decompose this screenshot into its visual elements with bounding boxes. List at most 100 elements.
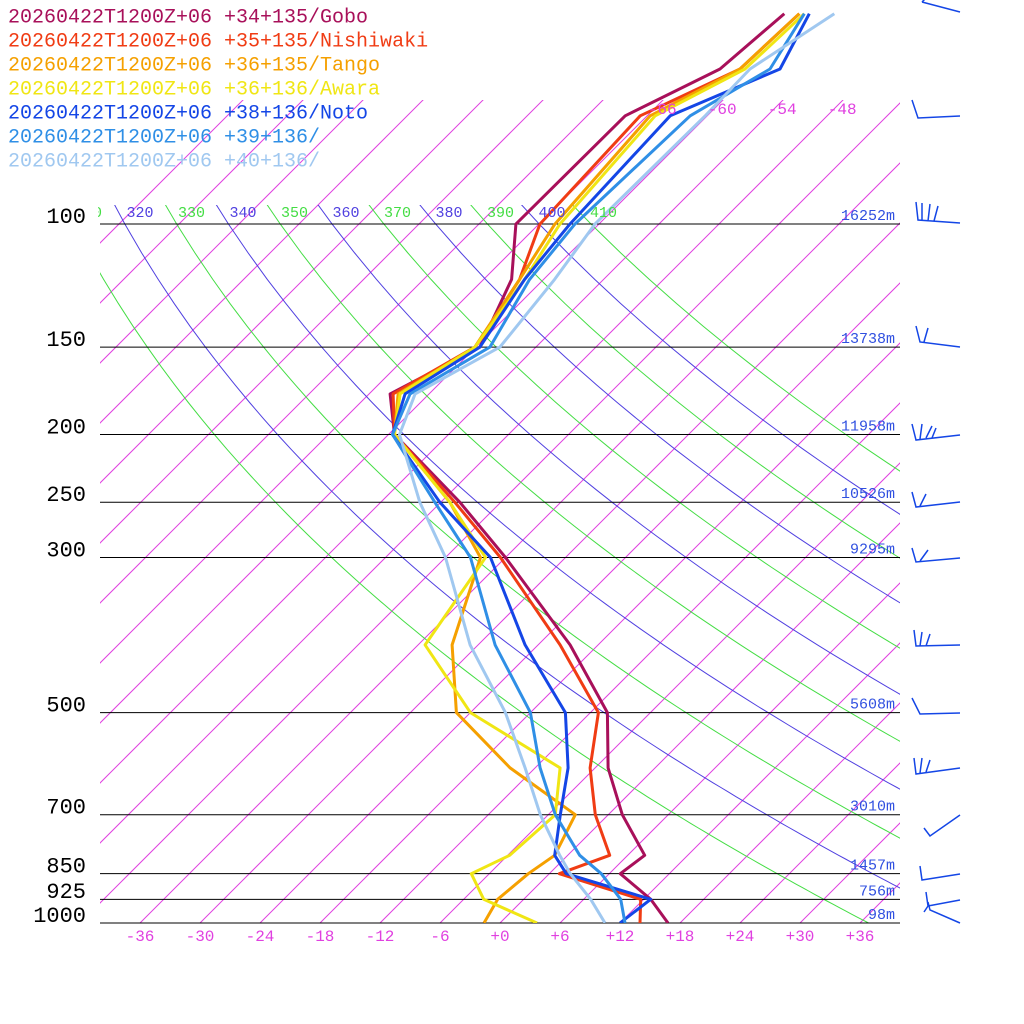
adiabat-label: 320 xyxy=(126,205,153,222)
height-label: 98m xyxy=(868,907,895,924)
barb xyxy=(913,757,961,775)
isotherm xyxy=(100,100,304,304)
dry-adiabat xyxy=(368,205,900,649)
barb xyxy=(911,547,961,563)
adiabat-label: 410 xyxy=(590,205,617,222)
y-tick-label: 850 xyxy=(46,854,86,879)
adiabat-labels: 310 320 330 340 350 360 370 380 390 400 410 xyxy=(75,205,617,222)
x-tick-label: -12 xyxy=(366,928,395,946)
y-tick-label: 1000 xyxy=(33,904,86,929)
profile-line xyxy=(393,12,801,923)
dry-adiabat xyxy=(266,205,900,742)
y-tick-label: 250 xyxy=(46,483,86,508)
barb xyxy=(923,891,961,913)
profiles xyxy=(388,12,836,923)
y-tick-label: 500 xyxy=(46,693,86,718)
x-tick-label: -18 xyxy=(306,928,335,946)
height-label: 13738m xyxy=(841,331,895,348)
barb xyxy=(921,0,961,13)
height-label: 3010m xyxy=(850,799,895,816)
height-label: 5608m xyxy=(850,697,895,714)
isotherm xyxy=(199,222,900,923)
barb xyxy=(911,491,961,508)
isotherm xyxy=(799,822,900,923)
isotherm-label: -54 xyxy=(768,101,797,119)
height-label: 1457m xyxy=(850,858,895,875)
adiabat-label: 360 xyxy=(332,205,359,222)
barb xyxy=(919,865,961,881)
legend-entry: 20260422T1200Z+06 +39+136/ xyxy=(8,126,320,149)
adiabat-label: 390 xyxy=(487,205,514,222)
x-tick-label: -6 xyxy=(430,928,449,946)
y-tick-label: 300 xyxy=(46,538,86,563)
y-tick-label: 100 xyxy=(46,205,86,230)
barb xyxy=(911,99,961,119)
isotherm-label: -48 xyxy=(828,101,857,119)
y-tick-label: 700 xyxy=(46,796,86,821)
height-label: 16252m xyxy=(841,208,895,225)
isotherm xyxy=(100,100,544,544)
barb xyxy=(911,697,961,715)
dry-adiabat xyxy=(114,205,900,889)
x-tick-label: +12 xyxy=(606,928,635,946)
adiabat-label: 340 xyxy=(229,205,256,222)
height-label: 11958m xyxy=(841,418,895,435)
isotherm xyxy=(619,642,900,923)
y-tick-label: 925 xyxy=(46,880,86,905)
pressure-grid xyxy=(100,223,900,924)
adiabat-label: 350 xyxy=(281,205,308,222)
height-label: 756m xyxy=(859,883,895,900)
isotherm xyxy=(139,162,900,923)
x-tick-label: +18 xyxy=(666,928,695,946)
profile-line xyxy=(391,12,806,923)
barb xyxy=(913,629,961,647)
x-tick-label: -36 xyxy=(126,928,155,946)
profile-line xyxy=(398,12,836,923)
dry-adiabats xyxy=(100,205,900,923)
adiabat-label: 330 xyxy=(178,205,205,222)
barb xyxy=(911,423,961,441)
isotherm xyxy=(259,282,900,923)
isotherm-label: -60 xyxy=(708,101,737,119)
x-tick-label: -24 xyxy=(246,928,275,946)
isotherm xyxy=(439,462,900,923)
y-tick-label: 200 xyxy=(46,415,86,440)
isotherm xyxy=(319,342,900,923)
barb xyxy=(915,201,961,224)
dry-adiabat xyxy=(317,205,900,695)
isotherm xyxy=(100,100,244,244)
profile-line xyxy=(388,12,786,923)
adiabat-label: 400 xyxy=(538,205,565,222)
x-tick-label: +0 xyxy=(490,928,509,946)
isotherm xyxy=(100,100,724,724)
height-label: 9295m xyxy=(850,542,895,559)
x-tick-label: +6 xyxy=(550,928,569,946)
height-label: 10526m xyxy=(841,486,895,503)
adiabat-label: 310 xyxy=(75,205,102,222)
isotherm xyxy=(100,100,664,664)
dry-adiabat xyxy=(521,205,900,515)
legend-entry: 20260422T1200Z+06 +40+136/ xyxy=(8,150,320,173)
labels: 310 320 330 340 350 360 370 380 390 400 410 100 150 2… xyxy=(8,6,895,946)
legend-entry: 20260422T1200Z+06 +34+135/Gobo xyxy=(8,6,368,29)
isotherm xyxy=(739,762,900,923)
isotherm xyxy=(379,402,900,923)
isotherm xyxy=(100,100,364,364)
x-tick-label: +30 xyxy=(786,928,815,946)
profile-line xyxy=(391,12,811,923)
profile-line xyxy=(391,12,801,923)
x-tick-label: +24 xyxy=(726,928,755,946)
adiabat-label: 370 xyxy=(384,205,411,222)
isotherm xyxy=(679,702,900,923)
x-tick-label: -30 xyxy=(186,928,215,946)
dry-adiabat xyxy=(419,205,900,604)
profile-line xyxy=(393,12,806,923)
dry-adiabat xyxy=(215,205,900,790)
isotherm xyxy=(499,522,900,923)
legend-entry: 20260422T1200Z+06 +36+135/Tango xyxy=(8,54,380,77)
isotherm xyxy=(100,100,604,604)
barb xyxy=(915,325,961,348)
dry-adiabat xyxy=(571,205,900,472)
dry-adiabat xyxy=(164,205,900,839)
